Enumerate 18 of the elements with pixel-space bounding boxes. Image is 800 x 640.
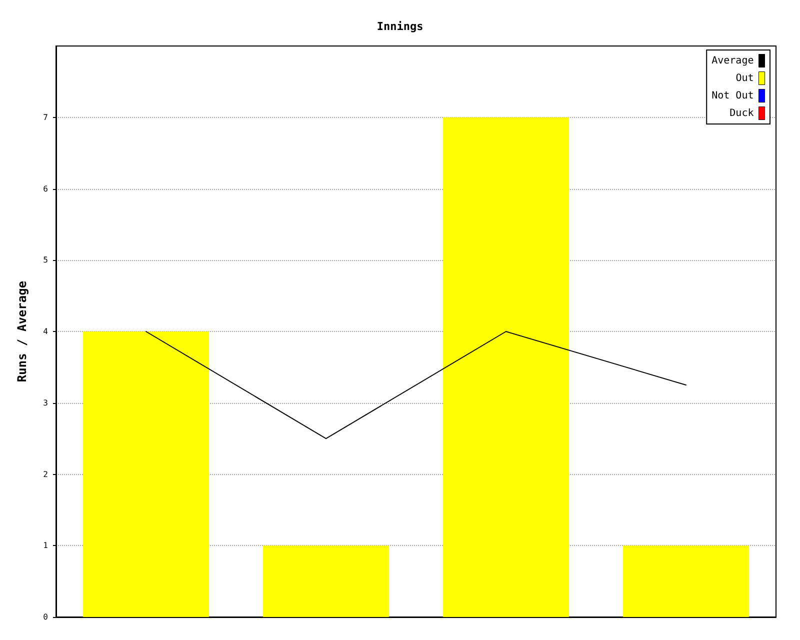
y-tick-label: 6 [43,184,48,194]
chart-title: Innings [376,20,424,33]
y-tick-label: 7 [43,112,48,122]
bar [623,546,749,617]
legend-label: Not Out [712,90,754,102]
y-tick-label: 1 [43,541,48,550]
bar [443,117,569,617]
y-tick-label: 5 [43,256,48,265]
y-tick-label: 4 [43,327,48,336]
y-tick-label: 0 [43,612,48,622]
legend-label: Average [712,55,754,66]
y-tick-label: 3 [43,398,48,408]
bar [263,546,389,617]
legend-label: Out [736,72,754,84]
y-axis-title: Runs / Average [15,280,29,382]
y-tick-label: 2 [43,470,48,479]
bar [83,332,209,617]
legend-label: Duck [730,108,754,119]
